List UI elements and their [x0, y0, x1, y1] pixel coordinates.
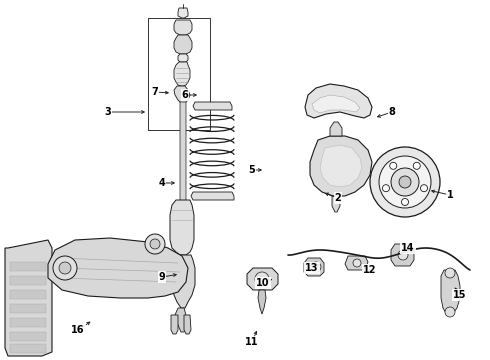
Polygon shape: [312, 95, 360, 113]
Text: 2: 2: [335, 193, 342, 203]
Text: 11: 11: [245, 337, 259, 347]
Text: 6: 6: [182, 90, 188, 100]
Circle shape: [398, 250, 408, 260]
Polygon shape: [10, 344, 46, 353]
Polygon shape: [10, 318, 46, 327]
Polygon shape: [10, 276, 46, 285]
Polygon shape: [191, 192, 234, 200]
Polygon shape: [10, 262, 46, 271]
Polygon shape: [174, 20, 192, 35]
Polygon shape: [391, 244, 414, 266]
Text: 8: 8: [389, 107, 395, 117]
Circle shape: [370, 147, 440, 217]
Polygon shape: [5, 240, 52, 356]
Circle shape: [445, 307, 455, 317]
Circle shape: [59, 262, 71, 274]
Text: 15: 15: [453, 290, 467, 300]
Circle shape: [379, 156, 431, 208]
Polygon shape: [305, 84, 372, 118]
Circle shape: [353, 259, 361, 267]
Circle shape: [391, 168, 419, 196]
Text: 14: 14: [401, 243, 415, 253]
Circle shape: [399, 176, 411, 188]
Polygon shape: [320, 145, 362, 187]
Polygon shape: [10, 304, 46, 313]
Polygon shape: [171, 255, 195, 308]
Polygon shape: [175, 308, 187, 332]
Circle shape: [413, 162, 420, 169]
Circle shape: [401, 198, 409, 206]
Circle shape: [390, 162, 397, 169]
Text: 7: 7: [151, 87, 158, 97]
Text: 10: 10: [256, 278, 270, 288]
Polygon shape: [174, 86, 190, 103]
Text: 4: 4: [159, 178, 166, 188]
Polygon shape: [330, 122, 342, 136]
Circle shape: [311, 262, 321, 272]
Polygon shape: [304, 258, 324, 276]
Text: 3: 3: [105, 107, 111, 117]
Polygon shape: [174, 35, 192, 54]
Polygon shape: [258, 290, 266, 314]
Polygon shape: [180, 102, 186, 202]
Text: 1: 1: [446, 190, 453, 200]
Polygon shape: [171, 315, 178, 334]
Polygon shape: [345, 256, 368, 270]
Bar: [148, 18, 210, 130]
Text: 13: 13: [305, 263, 319, 273]
Text: 5: 5: [248, 165, 255, 175]
Text: 12: 12: [363, 265, 377, 275]
Polygon shape: [332, 196, 340, 212]
Text: 9: 9: [159, 272, 166, 282]
Polygon shape: [10, 290, 46, 299]
Circle shape: [255, 272, 269, 286]
Circle shape: [383, 185, 390, 192]
Text: 16: 16: [71, 325, 85, 335]
Circle shape: [145, 234, 165, 254]
Polygon shape: [247, 268, 278, 290]
Polygon shape: [178, 54, 188, 62]
Polygon shape: [184, 315, 191, 334]
Polygon shape: [178, 8, 188, 18]
Circle shape: [445, 268, 455, 278]
Polygon shape: [441, 270, 460, 315]
Polygon shape: [193, 102, 232, 110]
Circle shape: [53, 256, 77, 280]
Polygon shape: [174, 62, 190, 86]
Polygon shape: [48, 238, 188, 298]
Circle shape: [150, 239, 160, 249]
Polygon shape: [310, 136, 372, 196]
Polygon shape: [170, 200, 194, 255]
Polygon shape: [10, 332, 46, 341]
Circle shape: [420, 185, 427, 192]
